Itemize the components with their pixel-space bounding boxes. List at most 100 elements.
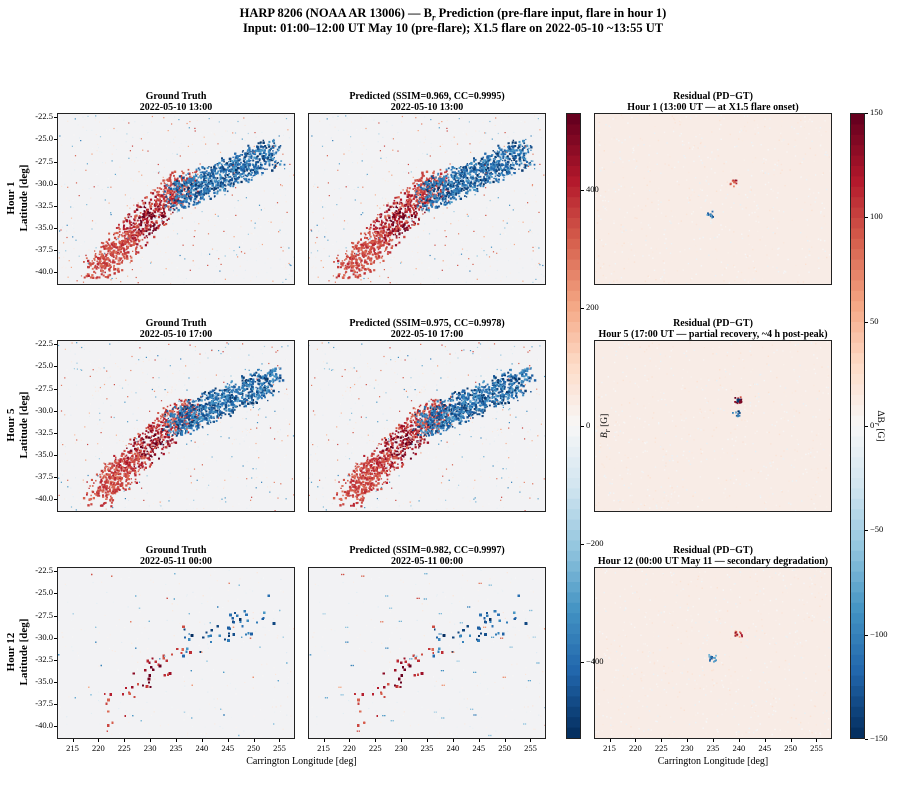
- field-pixel: [180, 204, 182, 207]
- field-pixel: [434, 206, 437, 209]
- field-pixel: [444, 151, 446, 153]
- field-pixel: [197, 201, 200, 204]
- field-pixel: [285, 278, 287, 280]
- field-pixel: [161, 207, 164, 209]
- field-pixel: [117, 246, 120, 249]
- field-pixel: [407, 200, 410, 203]
- field-pixel: [475, 173, 477, 175]
- field-pixel: [180, 201, 183, 204]
- field-pixel: [114, 268, 117, 271]
- field-pixel: [237, 158, 239, 161]
- field-pixel: [483, 194, 485, 196]
- field-pixel: [185, 186, 188, 188]
- field-pixel: [225, 179, 228, 182]
- field-pixel: [207, 220, 209, 222]
- field-pixel: [427, 185, 430, 188]
- field-pixel: [514, 207, 516, 209]
- field-pixel: [480, 161, 482, 163]
- field-pixel: [250, 122, 252, 124]
- field-pixel: [472, 171, 475, 173]
- field-pixel: [197, 191, 201, 195]
- field-pixel: [195, 183, 198, 186]
- field-pixel: [495, 170, 498, 173]
- field-pixel: [370, 281, 372, 283]
- field-pixel: [229, 212, 231, 214]
- field-pixel: [155, 200, 158, 203]
- field-pixel: [254, 152, 256, 155]
- field-pixel: [414, 114, 416, 116]
- field-pixel: [371, 166, 373, 168]
- field-pixel: [387, 251, 389, 253]
- field-pixel: [283, 246, 285, 248]
- field-pixel: [73, 222, 75, 224]
- field-pixel: [150, 191, 152, 194]
- field-pixel: [511, 162, 514, 164]
- field-pixel: [271, 157, 275, 161]
- field-pixel: [282, 134, 284, 136]
- field-pixel: [194, 134, 196, 136]
- field-pixel: [415, 214, 418, 216]
- field-pixel: [160, 188, 163, 190]
- field-pixel: [137, 230, 140, 233]
- field-pixel: [341, 160, 343, 162]
- field-pixel: [269, 152, 272, 156]
- field-pixel: [509, 272, 511, 274]
- field-pixel: [243, 177, 245, 180]
- field-pixel: [423, 230, 425, 232]
- field-pixel: [406, 228, 409, 231]
- field-pixel: [105, 240, 108, 243]
- field-pixel: [380, 230, 384, 233]
- field-pixel: [422, 198, 425, 201]
- field-pixel: [95, 203, 97, 205]
- field-pixel: [232, 274, 234, 276]
- field-pixel: [332, 206, 334, 208]
- field-pixel: [345, 257, 348, 260]
- field-pixel: [109, 243, 111, 245]
- field-pixel: [267, 258, 269, 260]
- field-pixel: [188, 127, 190, 129]
- field-pixel: [126, 133, 128, 135]
- field-pixel: [95, 134, 97, 136]
- field-pixel: [282, 250, 284, 252]
- field-pixel: [523, 154, 525, 156]
- field-pixel: [232, 183, 235, 186]
- field-pixel: [146, 162, 148, 164]
- field-pixel: [500, 148, 503, 151]
- field-pixel: [241, 169, 244, 172]
- field-pixel: [108, 248, 111, 251]
- field-pixel: [524, 209, 526, 211]
- field-pixel: [391, 212, 394, 214]
- field-pixel: [130, 259, 133, 262]
- field-pixel: [417, 180, 419, 182]
- field-pixel: [205, 192, 208, 195]
- field-pixel: [365, 245, 368, 248]
- field-pixel: [369, 252, 372, 255]
- field-pixel: [270, 221, 272, 223]
- field-pixel: [409, 204, 412, 208]
- field-pixel: [158, 194, 161, 197]
- field-pixel: [127, 216, 130, 219]
- field-pixel: [363, 241, 366, 244]
- field-pixel: [140, 231, 142, 234]
- field-pixel: [137, 202, 139, 204]
- field-pixel: [129, 255, 132, 257]
- field-pixel: [206, 189, 209, 192]
- field-pixel: [321, 251, 323, 253]
- field-pixel: [286, 209, 288, 211]
- field-pixel: [425, 170, 429, 173]
- field-pixel: [112, 259, 115, 262]
- field-pixel: [258, 158, 261, 161]
- field-pixel: [443, 184, 447, 188]
- ytick-label: -30.0: [35, 177, 53, 188]
- panel-title: Ground Truth: [145, 91, 207, 102]
- field-pixel: [99, 258, 102, 261]
- field-pixel: [272, 150, 274, 152]
- field-pixel: [245, 161, 248, 164]
- field-pixel: [508, 171, 511, 175]
- field-pixel: [196, 231, 198, 233]
- field-pixel: [133, 204, 135, 206]
- field-pixel: [250, 173, 252, 176]
- field-pixel: [364, 272, 366, 274]
- field-pixel: [169, 191, 172, 194]
- field-pixel: [373, 285, 374, 286]
